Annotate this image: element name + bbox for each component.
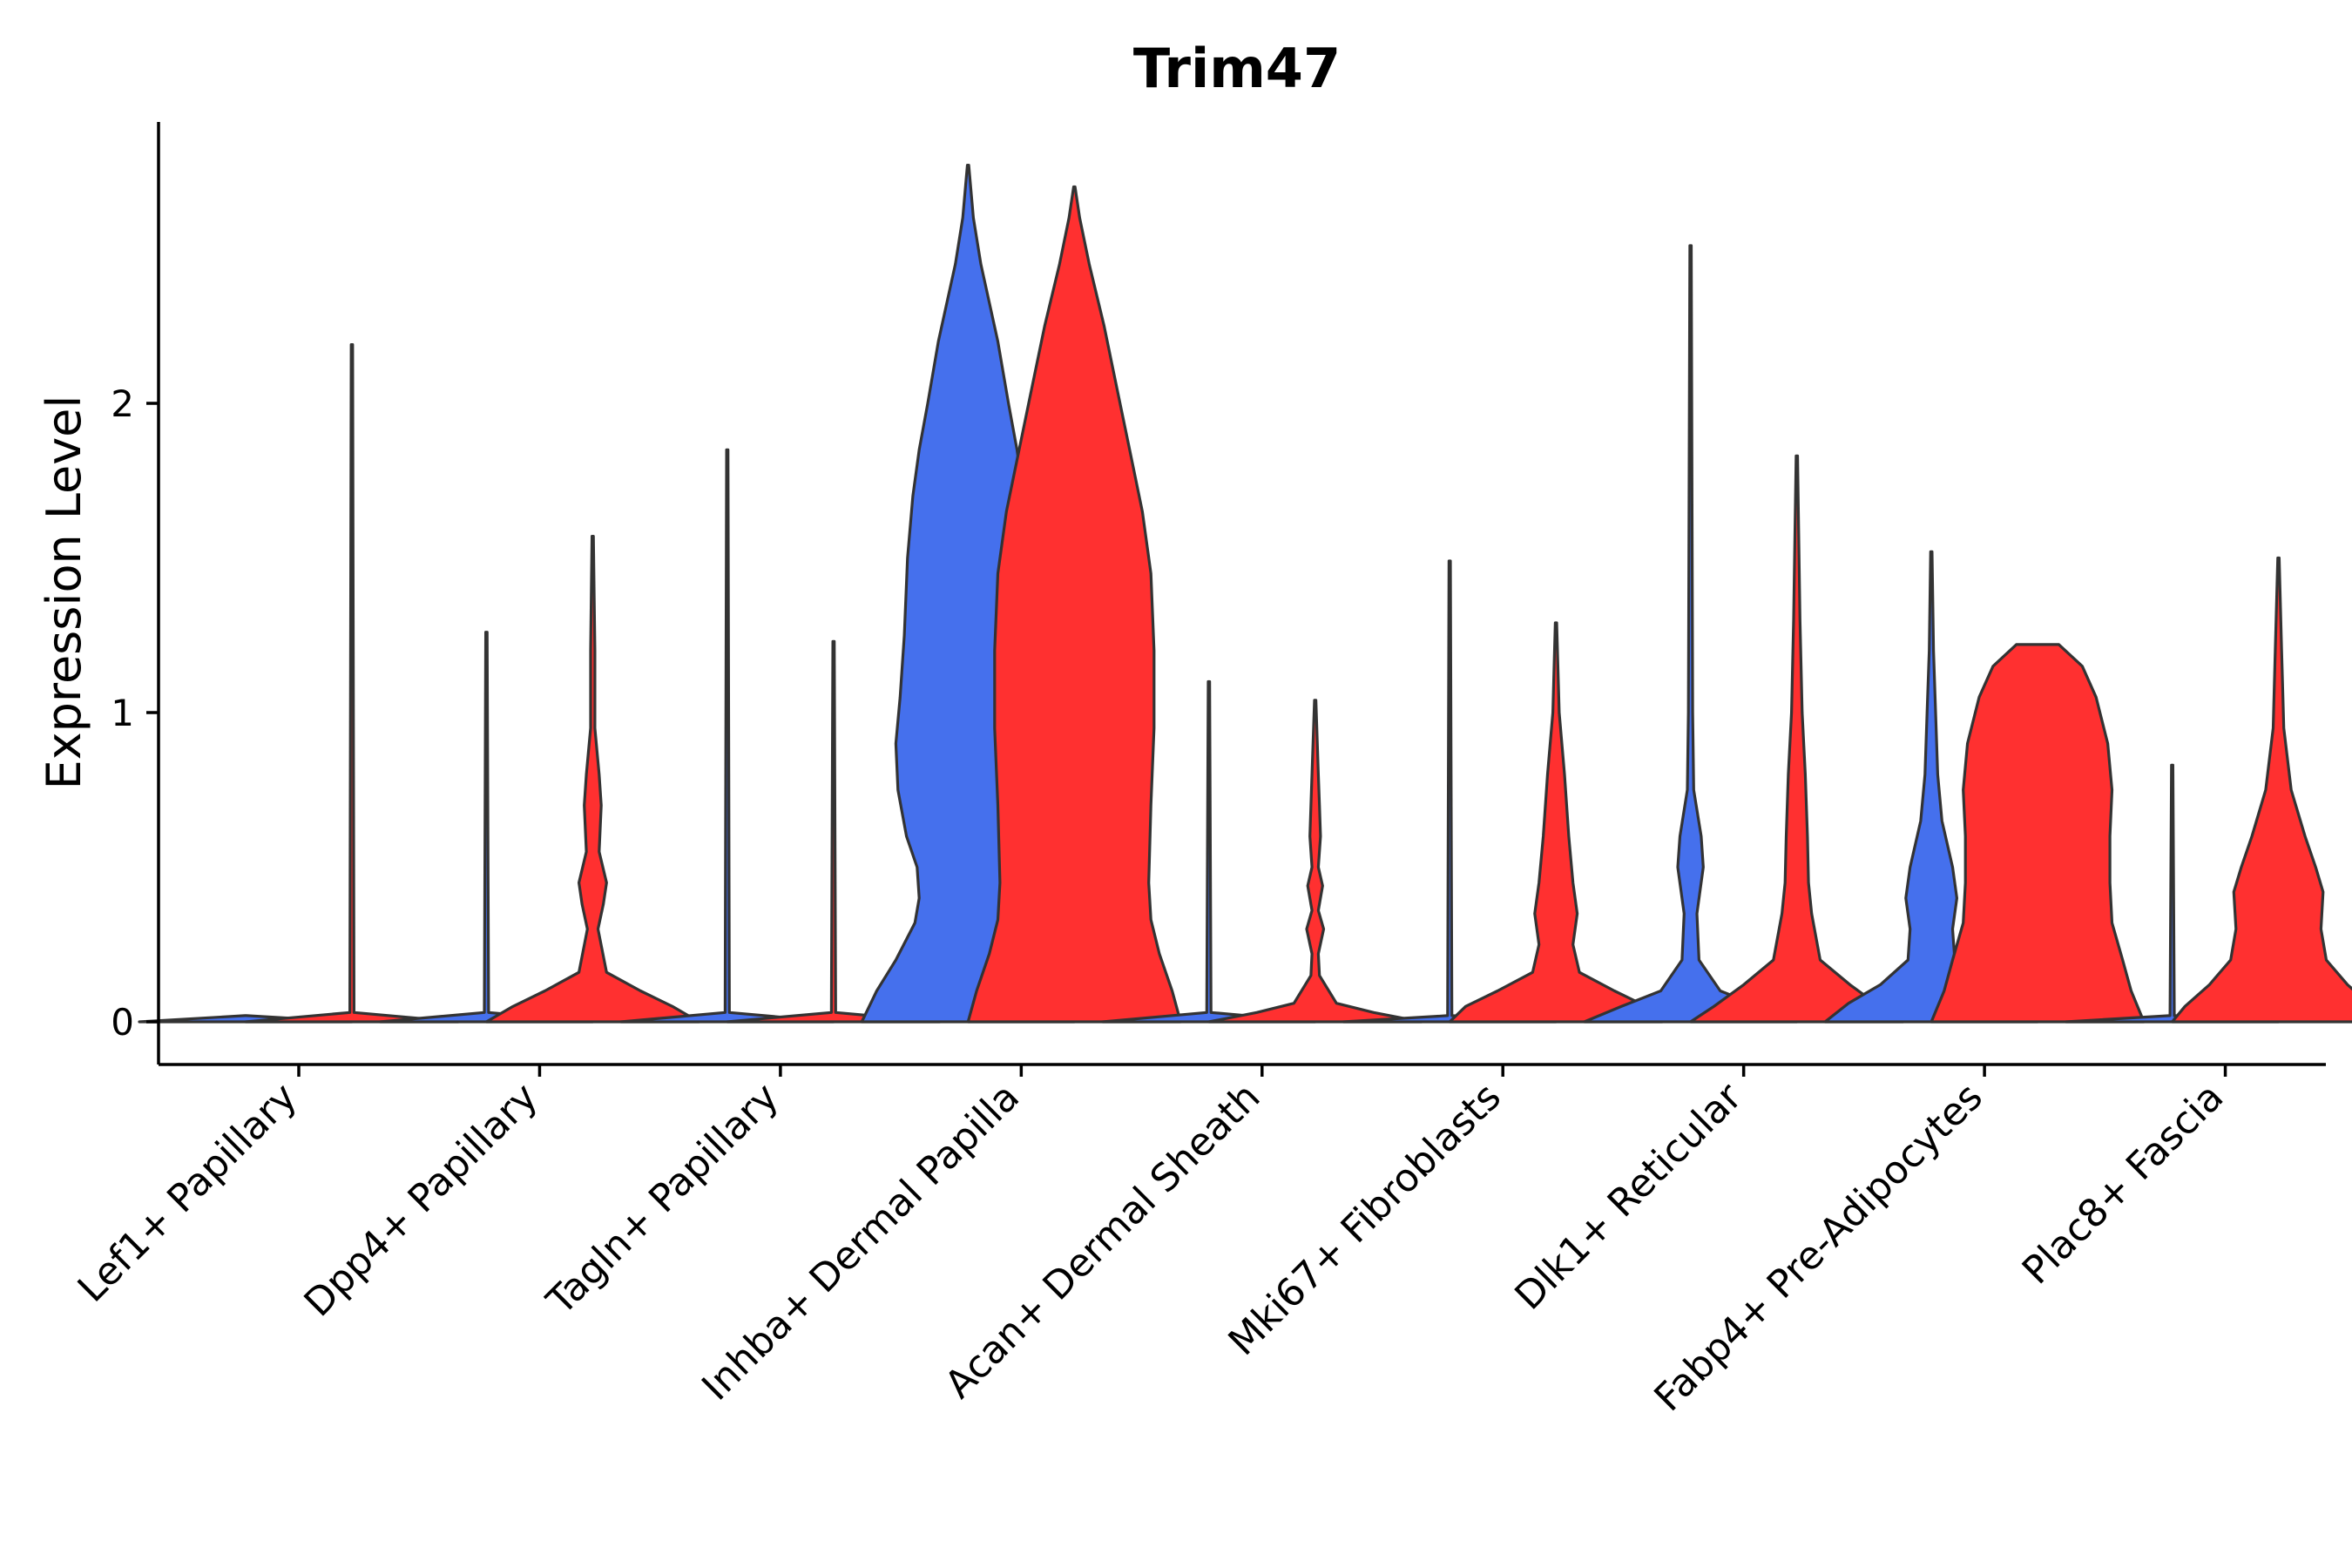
y-tick-label: 2: [111, 382, 134, 425]
violin-acan-dermal-sheath-series-2: [1207, 699, 1423, 1024]
violin-dlk1-reticular-series-2: [1689, 454, 1905, 1024]
violin-plac8-fascia-series-1: [2065, 763, 2281, 1024]
x-tick-label: Dpp4+ Papillary: [296, 1075, 547, 1326]
violin-tagln-papillary-series-2: [726, 639, 942, 1024]
violin-lef1-papillary-series-2: [244, 343, 460, 1024]
violin-acan-dermal-sheath-series-1: [1101, 679, 1317, 1024]
violin-tagln-papillary-series-1: [619, 448, 835, 1024]
violin-inhba-dermal-papilla-series-2: [966, 185, 1182, 1024]
violin-fabp4-pre-adipocytes-series-1: [1823, 550, 2039, 1024]
x-tick-label: Dlk1+ Reticular: [1506, 1074, 1751, 1319]
y-tick-label: 0: [111, 1001, 134, 1044]
x-tick-label: Lef1+ Papillary: [70, 1075, 306, 1311]
y-axis-label: Expression Level: [37, 395, 91, 790]
x-tick-label: Tagln+ Papillary: [538, 1075, 787, 1324]
chart-title: Trim47: [1133, 37, 1341, 100]
x-tick-label: Plac8+ Fascia: [2014, 1075, 2233, 1294]
violin-mki67-fibroblasts-series-1: [1342, 559, 1558, 1024]
violin-dpp4-papillary-series-1: [378, 631, 594, 1024]
violin-layer: [138, 164, 2352, 1024]
y-tick-label: 1: [111, 692, 134, 734]
violin-dlk1-reticular-series-1: [1583, 244, 1799, 1024]
violin-fabp4-pre-adipocytes-series-2: [1930, 643, 2146, 1024]
x-tick-label: Mki67+ Fibroblasts: [1220, 1075, 1510, 1364]
violin-plac8-fascia-series-2: [2171, 556, 2352, 1024]
violin-dpp4-papillary-series-2: [484, 535, 700, 1024]
violin-mki67-fibroblasts-series-2: [1448, 621, 1664, 1024]
